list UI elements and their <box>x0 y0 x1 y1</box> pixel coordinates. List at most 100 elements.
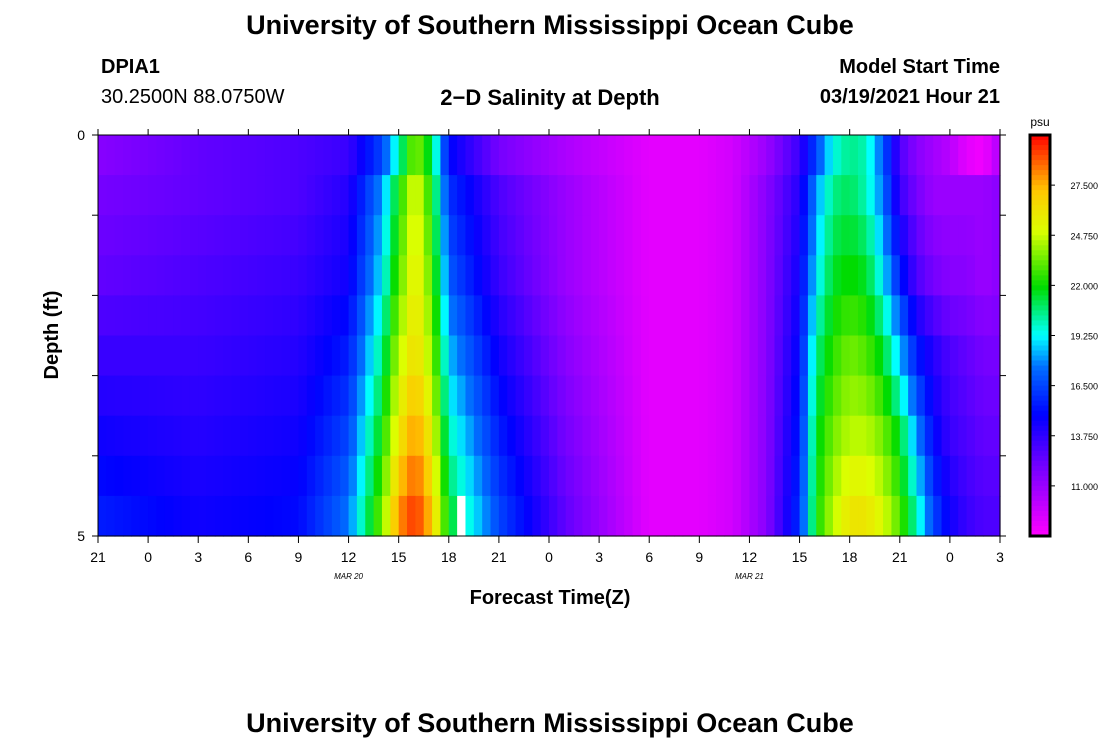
heatmap-cell <box>766 335 776 377</box>
heatmap-cell <box>114 255 124 296</box>
heatmap-cell <box>331 295 341 337</box>
heatmap-cell <box>523 215 533 256</box>
heatmap-cell <box>924 295 934 337</box>
heatmap-cell <box>949 375 959 417</box>
heatmap-cell <box>181 455 191 497</box>
heatmap-cell <box>290 335 300 377</box>
heatmap-cell <box>949 415 959 457</box>
heatmap-cell <box>640 455 650 497</box>
heatmap-cell <box>407 295 416 337</box>
heatmap-cell <box>256 495 266 537</box>
heatmap-cell <box>482 455 492 497</box>
heatmap-cell <box>432 215 442 256</box>
heatmap-cell <box>766 215 776 256</box>
x-tick-label: 12 <box>742 549 758 565</box>
heatmap-cell <box>457 415 467 457</box>
heatmap-cell <box>549 135 558 176</box>
heatmap-cell <box>373 495 383 537</box>
heatmap-cell <box>866 255 876 296</box>
heatmap-cell <box>933 255 943 296</box>
heatmap-cell <box>924 175 934 216</box>
heatmap-cell <box>866 135 876 176</box>
heatmap-cell <box>265 175 274 216</box>
heatmap-cell <box>540 175 550 216</box>
heatmap-cell <box>298 335 308 377</box>
heatmap-cell <box>139 175 149 216</box>
heatmap-cell <box>432 455 442 497</box>
heatmap-cell <box>432 415 442 457</box>
heatmap-cell <box>891 335 901 377</box>
colorbar-segment <box>1030 385 1050 392</box>
heatmap-cell <box>883 175 893 216</box>
x-tick-label: 15 <box>792 549 808 565</box>
colorbar-segment <box>1030 390 1050 397</box>
heatmap-cell <box>891 295 901 337</box>
heatmap-cell <box>665 255 675 296</box>
heatmap-cell <box>465 415 475 457</box>
x-tick-label: 12 <box>341 549 357 565</box>
heatmap-cell <box>348 175 358 216</box>
heatmap-cell <box>665 495 675 537</box>
heatmap-cell <box>440 295 450 337</box>
heatmap-cell <box>832 215 842 256</box>
heatmap-cell <box>891 375 901 417</box>
heatmap-cell <box>565 215 575 256</box>
heatmap-cell <box>290 135 300 176</box>
heatmap-cell <box>148 295 158 337</box>
heatmap-cell <box>891 495 901 537</box>
heatmap-cell <box>590 135 600 176</box>
x-tick-label: 6 <box>645 549 653 565</box>
heatmap-cell <box>966 135 976 176</box>
heatmap-cell <box>198 415 208 457</box>
heatmap-cell <box>707 375 717 417</box>
heatmap-cell <box>123 135 133 176</box>
heatmap-cell <box>239 335 249 377</box>
heatmap-cell <box>690 495 700 537</box>
heatmap-cell <box>824 495 834 537</box>
heatmap-cell <box>106 175 116 216</box>
heatmap-cell <box>206 335 216 377</box>
heatmap-cell <box>239 415 249 457</box>
heatmap-cell <box>883 255 893 296</box>
heatmap-cell <box>273 375 283 417</box>
heatmap-cell <box>114 175 124 216</box>
heatmap-cell <box>340 415 350 457</box>
heatmap-cell <box>599 135 609 176</box>
heatmap-cell <box>381 135 391 176</box>
heatmap-cell <box>690 375 700 417</box>
heatmap-cell <box>615 415 625 457</box>
heatmap-cell <box>173 175 183 216</box>
heatmap-cell <box>106 495 116 537</box>
heatmap-cell <box>841 215 851 256</box>
heatmap-cell <box>791 415 801 457</box>
heatmap-cell <box>657 135 667 176</box>
heatmap-cell <box>231 295 241 337</box>
heatmap-cell <box>189 455 199 497</box>
heatmap-cell <box>189 255 199 296</box>
colorbar-segment <box>1030 440 1050 447</box>
heatmap-cell <box>423 135 433 176</box>
heatmap-cell <box>974 495 984 537</box>
heatmap-cell <box>281 295 291 337</box>
heatmap-cell <box>189 415 199 457</box>
heatmap-cell <box>891 455 901 497</box>
heatmap-cell <box>791 295 801 337</box>
heatmap-cell <box>565 335 575 377</box>
heatmap-cell <box>858 455 867 497</box>
page-title-top: University of Southern Mississippi Ocean… <box>246 10 854 40</box>
heatmap-cell <box>415 135 425 176</box>
heatmap-cell <box>624 415 634 457</box>
heatmap-cell <box>816 175 826 216</box>
heatmap-cell <box>306 495 316 537</box>
heatmap-cell <box>549 175 558 216</box>
heatmap-cell <box>549 495 558 537</box>
heatmap-cell <box>415 375 425 417</box>
heatmap-cell <box>590 215 600 256</box>
heatmap-cell <box>799 255 809 296</box>
heatmap-cell <box>181 495 191 537</box>
heatmap-cell <box>148 135 158 176</box>
colorbar-segment <box>1030 505 1050 512</box>
heatmap-cell <box>239 455 249 497</box>
heatmap-cell <box>164 375 174 417</box>
heatmap-cell <box>189 335 199 377</box>
